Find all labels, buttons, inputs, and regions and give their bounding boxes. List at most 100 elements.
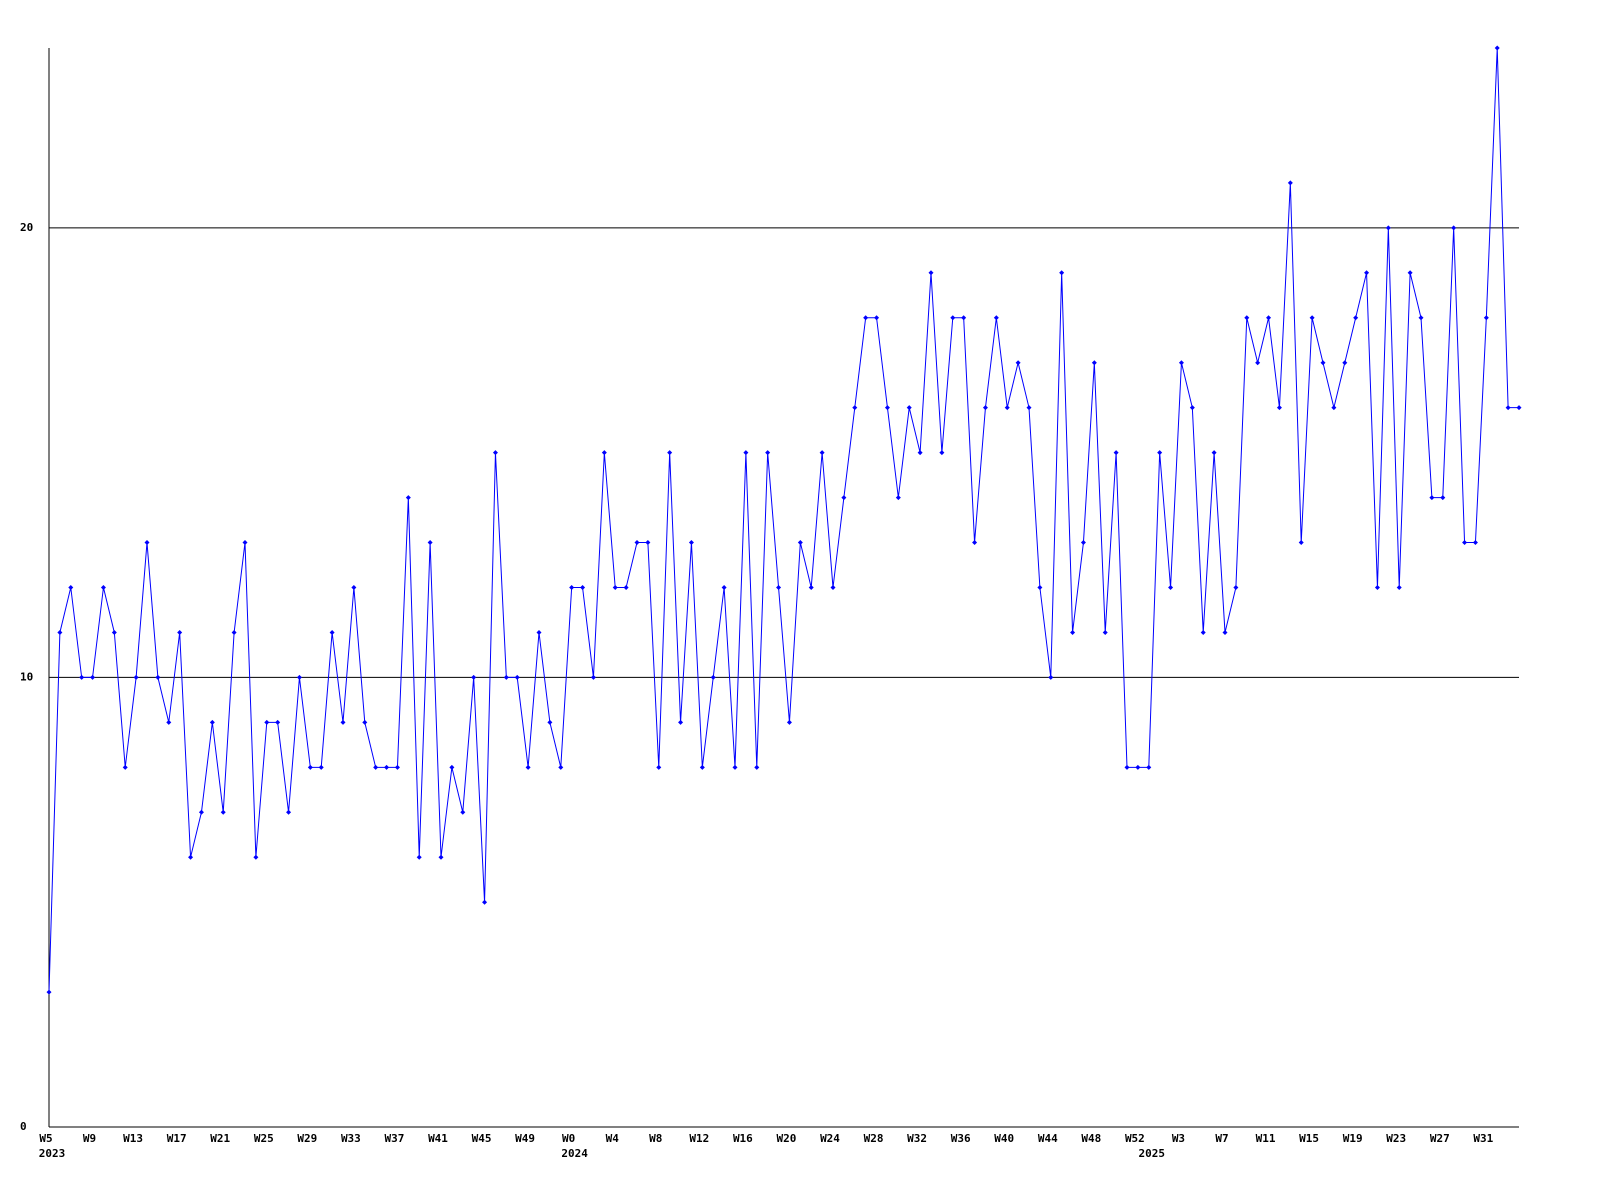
point [155, 674, 161, 680]
x-year-label: 2023 [39, 1147, 66, 1160]
x-tick-label: W33 [341, 1132, 361, 1145]
y-tick-label: 10 [20, 670, 33, 683]
x-tick-label: W16 [733, 1132, 753, 1145]
point [1407, 270, 1413, 276]
point [253, 854, 259, 860]
point [514, 674, 520, 680]
point [1146, 764, 1152, 770]
point [1189, 405, 1195, 411]
x-tick-label: W52 [1125, 1132, 1145, 1145]
point [1516, 405, 1522, 411]
point [972, 540, 978, 546]
point [1211, 450, 1217, 456]
point [1222, 629, 1228, 635]
point [79, 674, 85, 680]
point [503, 674, 509, 680]
point [667, 450, 673, 456]
x-tick-label: W4 [606, 1132, 620, 1145]
point [1364, 270, 1370, 276]
point [1505, 405, 1511, 411]
point [1233, 585, 1239, 590]
point [1320, 360, 1326, 366]
point [264, 719, 270, 725]
point [884, 405, 890, 411]
x-tick-label: W11 [1256, 1132, 1276, 1145]
point [1048, 674, 1054, 680]
point [721, 585, 727, 590]
point [525, 764, 531, 770]
x-tick-label: W13 [123, 1132, 143, 1145]
point [1135, 764, 1141, 770]
point [209, 719, 215, 725]
point [1342, 360, 1348, 366]
point [427, 540, 433, 546]
x-tick-label: W21 [210, 1132, 230, 1145]
point [1287, 180, 1293, 186]
point [699, 764, 705, 770]
x-tick-label: W28 [864, 1132, 884, 1145]
point [394, 764, 400, 770]
point [601, 450, 607, 456]
point [895, 495, 901, 501]
x-tick-label: W37 [385, 1132, 405, 1145]
point [765, 450, 771, 456]
point [580, 585, 586, 590]
point [656, 764, 662, 770]
point [57, 629, 63, 635]
x-tick-label: W29 [297, 1132, 317, 1145]
line [48, 47, 1519, 993]
point [307, 764, 313, 770]
point [1113, 450, 1119, 456]
point [1037, 585, 1043, 590]
point [100, 585, 106, 590]
point [373, 764, 379, 770]
x-tick-label: W44 [1038, 1132, 1058, 1145]
point [405, 495, 411, 501]
point [1080, 540, 1086, 546]
x-tick-label: W49 [515, 1132, 535, 1145]
point [830, 585, 836, 590]
point [1483, 315, 1489, 321]
point [1004, 405, 1010, 411]
point [133, 674, 139, 680]
point [1276, 405, 1282, 411]
x-tick-label: W32 [907, 1132, 927, 1145]
point [438, 854, 444, 860]
point [590, 674, 596, 680]
point [961, 315, 967, 321]
point [808, 585, 814, 590]
x-tick-label: W7 [1215, 1132, 1228, 1145]
x-tick-label: W36 [951, 1132, 971, 1145]
point [863, 315, 869, 321]
point [1070, 629, 1076, 635]
point [939, 450, 945, 456]
x-tick-label: W40 [994, 1132, 1014, 1145]
x-tick-label: W23 [1386, 1132, 1406, 1145]
point [1026, 405, 1032, 411]
point [1255, 360, 1261, 366]
point [275, 719, 281, 725]
y-tick-label: 0 [20, 1120, 27, 1133]
point [797, 540, 803, 546]
point [612, 585, 618, 590]
x-tick-label: W8 [649, 1132, 662, 1145]
point [46, 989, 52, 995]
point [841, 495, 847, 501]
x-tick-label: W17 [167, 1132, 187, 1145]
point [1385, 225, 1391, 231]
point [732, 764, 738, 770]
point [754, 764, 760, 770]
point [111, 629, 117, 635]
point [286, 809, 292, 815]
point [242, 540, 248, 546]
point [198, 809, 204, 815]
point [1429, 495, 1435, 501]
x-tick-label: W25 [254, 1132, 274, 1145]
point [1244, 315, 1250, 321]
point [1309, 315, 1315, 321]
x-tick-label: W15 [1299, 1132, 1319, 1145]
point [852, 405, 858, 411]
point [362, 719, 368, 725]
x-tick-label: W48 [1081, 1132, 1101, 1145]
